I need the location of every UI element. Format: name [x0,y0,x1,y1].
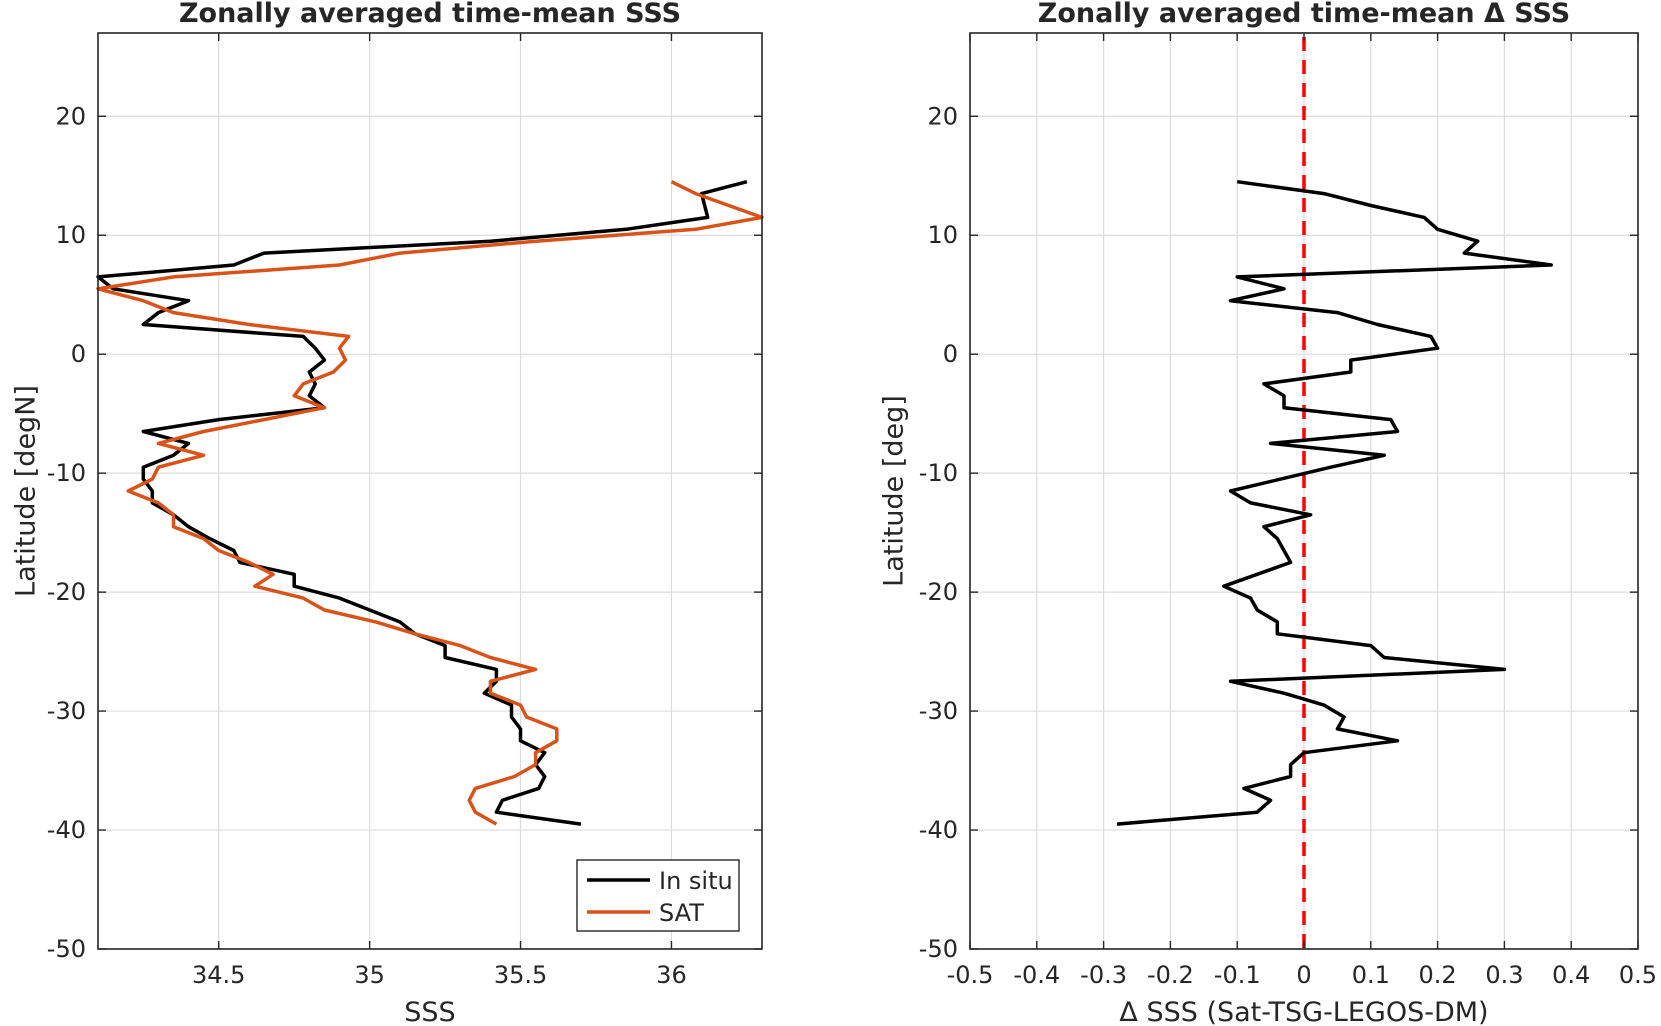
x-tick-label: -0.1 [1214,961,1261,989]
series-line-sat [96,180,764,826]
delta-sss-panel: -0.5 -0.4 -0.3 -0.2 -0.1 0 0.1 0.2 0.3 0.4 0.5 -50 -… [878,0,1657,1026]
x-tick-label: -0.5 [947,961,994,989]
sss-series [96,180,764,826]
sss-x-axis-label: SSS [404,997,455,1026]
legend-box [576,859,740,932]
y-tick-label: -10 [47,459,86,487]
y-tick-label: -40 [919,816,958,844]
y-tick-label: 0 [943,340,958,368]
y-tick-label: 20 [927,102,958,130]
sss-ticks: 34.5 35 35.5 36 -50 -40 -30 -20 -10 0 10 20 [47,33,762,989]
y-tick-label: -20 [47,578,86,606]
x-tick-label: -0.3 [1080,961,1127,989]
y-tick-label: 20 [55,102,86,130]
x-tick-label: 36 [656,961,687,989]
delta-chart-title: Zonally averaged time-mean Δ SSS [1038,0,1570,29]
series-line-in-situ [96,180,748,826]
delta-y-axis-label: Latitude [deg] [878,395,909,587]
series-line-delta-sss [1116,179,1553,826]
x-tick-label: 34.5 [192,961,245,989]
delta-ticks: -0.5 -0.4 -0.3 -0.2 -0.1 0 0.1 0.2 0.3 0.4 0.5 -50 -… [919,33,1657,989]
y-tick-label: -20 [919,578,958,606]
y-tick-label: -50 [919,935,958,963]
delta-x-axis-label: Δ SSS (Sat-TSG-LEGOS-DM) [1119,997,1488,1026]
x-tick-label: 35.5 [494,961,547,989]
sss-axes-frame [97,32,763,950]
x-tick-label: 35 [354,961,385,989]
y-tick-label: 0 [71,340,86,368]
y-tick-label: -30 [47,697,86,725]
y-tick-label: 10 [55,221,86,249]
x-tick-label: 0.5 [1619,961,1657,989]
sss-grid [98,33,762,950]
x-tick-label: -0.2 [1147,961,1194,989]
delta-series [1116,37,1553,949]
x-tick-label: 0 [1296,961,1311,989]
y-tick-label: -30 [919,697,958,725]
y-tick-label: -10 [919,459,958,487]
x-tick-label: -0.4 [1013,961,1060,989]
x-tick-label: 0.4 [1552,961,1590,989]
y-tick-label: -50 [47,935,86,963]
sss-panel: 34.5 35 35.5 36 -50 -40 -30 -20 -10 0 10 20 Zonally… [10,0,764,1026]
sss-y-axis-label: Latitude [degN] [10,385,41,597]
legend-label-sat: SAT [659,899,704,927]
y-tick-label: 10 [927,221,958,249]
legend: In situ SAT [576,859,740,932]
legend-label-in-situ: In situ [659,867,733,895]
x-tick-label: 0.3 [1485,961,1523,989]
x-tick-label: 0.1 [1352,961,1390,989]
delta-grid [969,33,1639,950]
sss-chart-title: Zonally averaged time-mean SSS [179,0,681,29]
x-tick-label: 0.2 [1419,961,1457,989]
y-tick-label: -40 [47,816,86,844]
